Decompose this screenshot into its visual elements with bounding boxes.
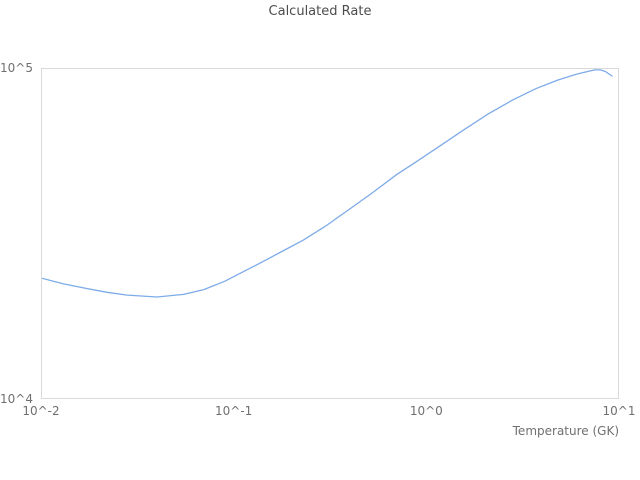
rate-curve-svg xyxy=(42,69,613,298)
plot-area xyxy=(41,68,619,399)
x-tick-label: 10^0 xyxy=(409,404,443,418)
x-tick-label: 10^1 xyxy=(602,404,636,418)
x-axis-label: Temperature (GK) xyxy=(512,424,619,438)
x-tick-label: 10^-2 xyxy=(22,404,60,418)
y-tick-label: 10^4 xyxy=(0,392,33,406)
x-tick-label: 10^-1 xyxy=(215,404,253,418)
y-tick-label: 10^5 xyxy=(0,61,33,75)
rate-curve-line xyxy=(42,69,613,298)
chart-title: Calculated Rate xyxy=(268,4,372,19)
